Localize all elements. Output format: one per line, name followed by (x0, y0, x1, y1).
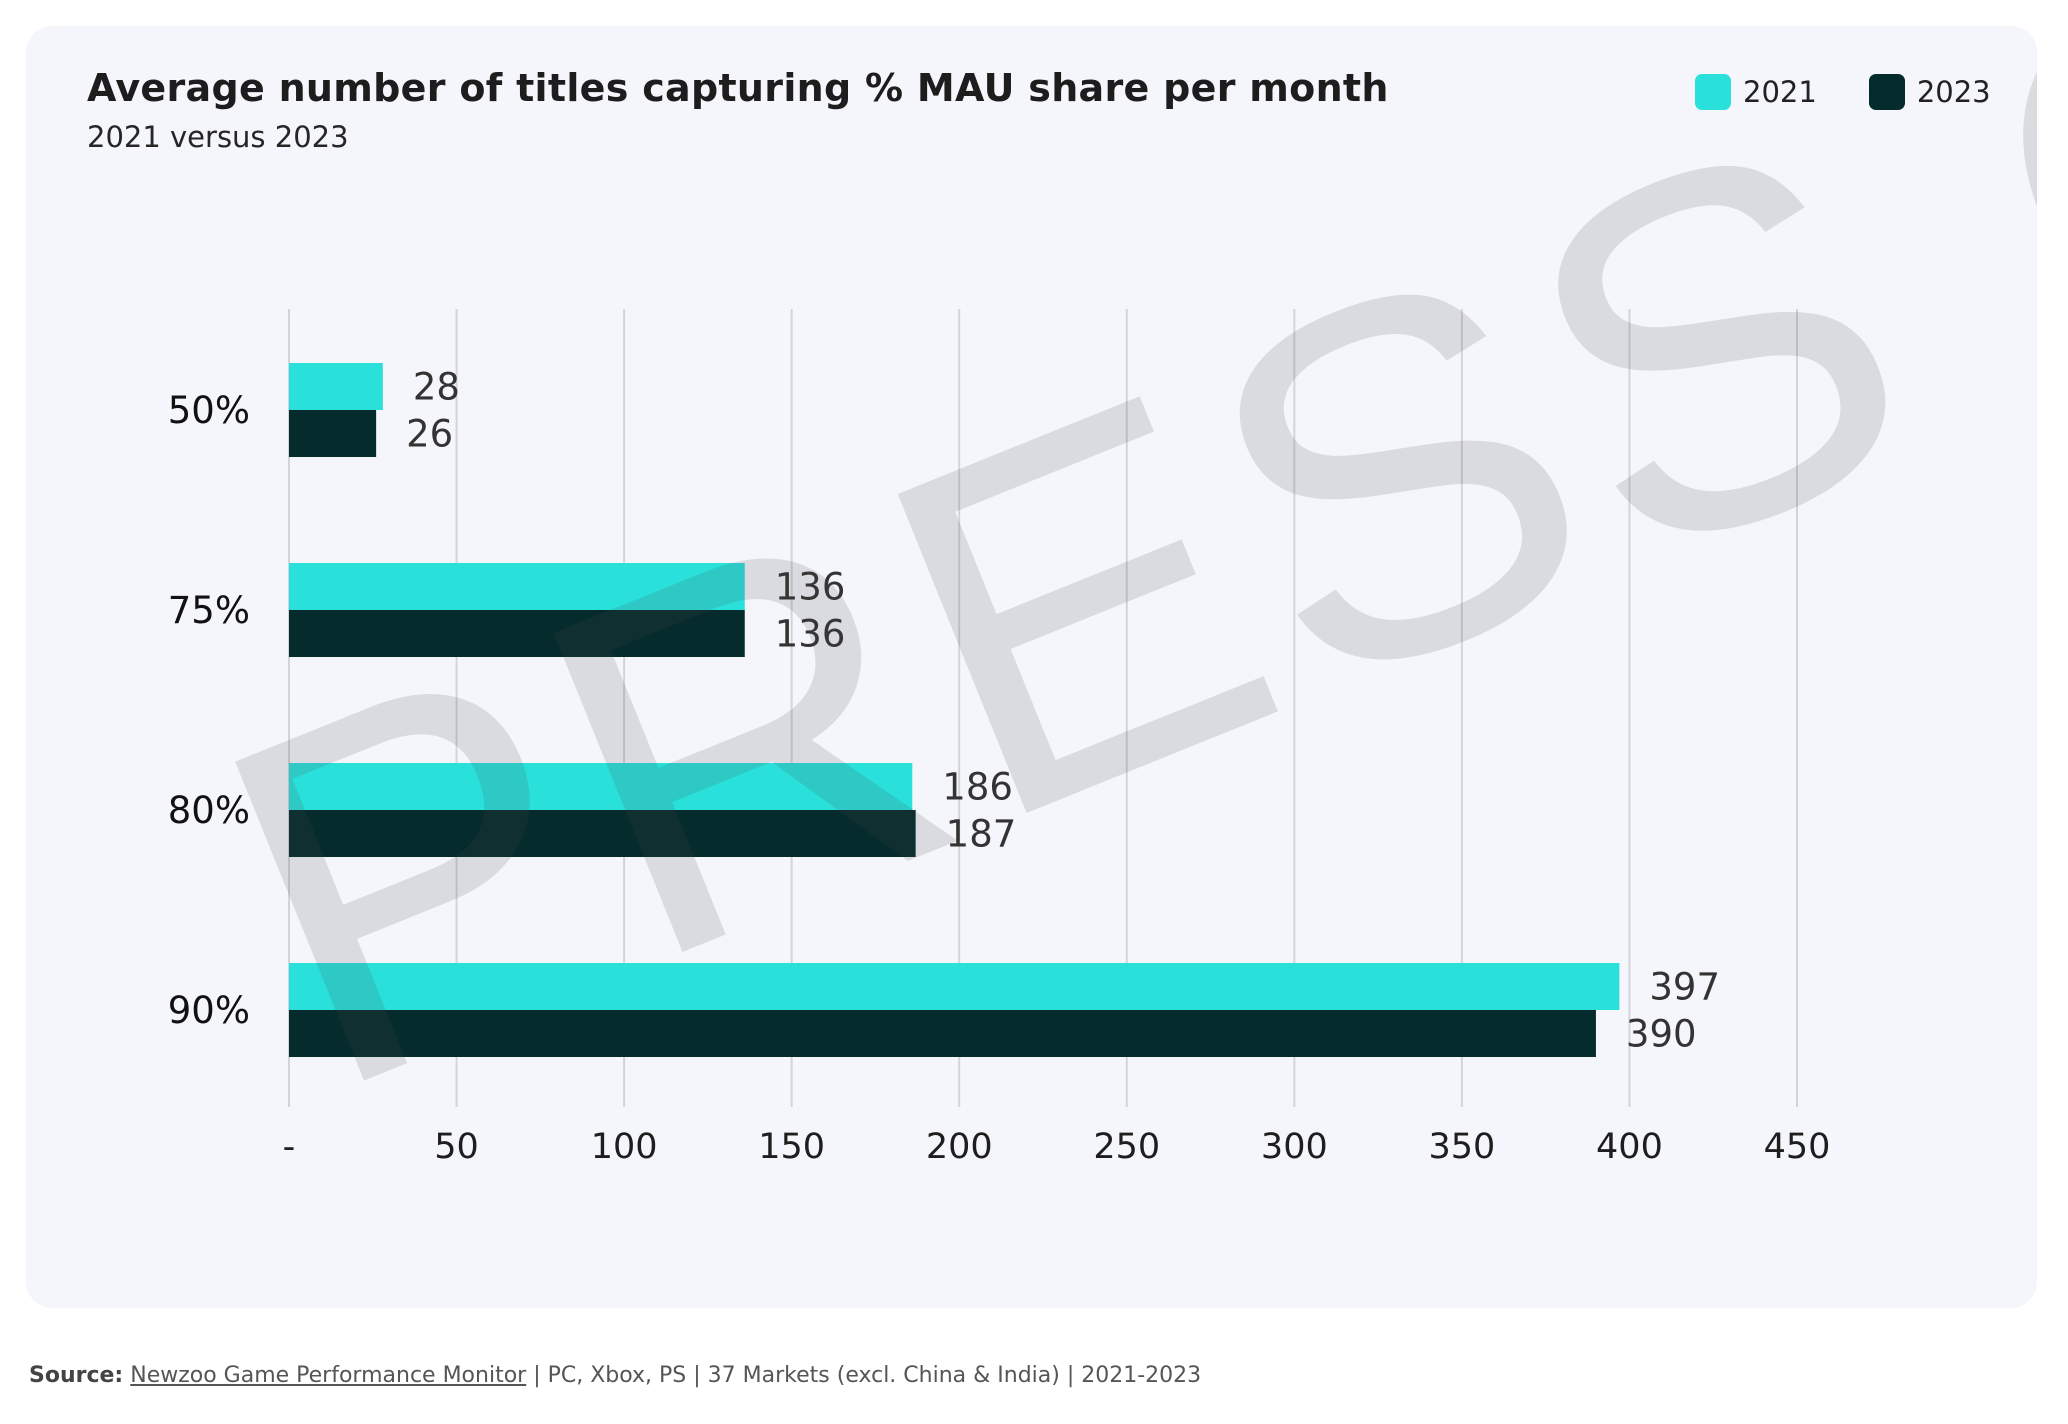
bar-2021-90% (289, 963, 1620, 1010)
bar-2023-80% (289, 810, 916, 857)
bar-2021-75% (289, 563, 745, 610)
bar-2023-90% (289, 1010, 1596, 1057)
bar-chart: 28 136 186 397 26 136 187 390 - 50 100 150 200 250 30… (168, 309, 1831, 1167)
x-tick-label: 50 (434, 1127, 479, 1167)
legend-swatch-2023 (1868, 74, 1905, 110)
bar-value-label: 136 (775, 566, 846, 609)
legend-item-2021: 2021 (1695, 74, 1817, 110)
legend-swatch-2021 (1695, 74, 1731, 110)
data-labels: 28 136 186 397 26 136 187 390 (406, 366, 1720, 1056)
chart-card: Average number of titles capturing % MAU… (26, 26, 2037, 1308)
bar-value-label: 28 (413, 366, 460, 409)
bar-2021-50% (289, 363, 383, 410)
x-tick-label: - (283, 1127, 296, 1167)
source-link[interactable]: Newzoo Game Performance Monitor (130, 1363, 527, 1388)
source-details: | PC, Xbox, PS | 37 Markets (excl. China… (526, 1363, 1202, 1388)
source-note: Source: Newzoo Game Performance Monitor … (29, 1363, 1201, 1388)
x-tick-label: 250 (1093, 1127, 1160, 1167)
x-tick-label: 350 (1428, 1127, 1495, 1167)
x-tick-label: 450 (1764, 1127, 1831, 1167)
bars (289, 363, 1620, 1057)
x-tick-label: 150 (758, 1127, 825, 1167)
x-tick-label: 100 (591, 1127, 658, 1167)
x-tick-label: 400 (1596, 1127, 1663, 1167)
x-tick-label: 300 (1261, 1127, 1328, 1167)
x-tick-label: 200 (926, 1127, 993, 1167)
bar-value-label: 186 (942, 766, 1013, 809)
y-category-label: 80% (168, 789, 250, 832)
bar-value-label: 136 (775, 613, 846, 656)
bar-value-label: 26 (406, 413, 453, 456)
legend: 2021 2023 (1695, 74, 1991, 110)
source-label: Source: (29, 1363, 124, 1388)
bar-2021-80% (289, 763, 913, 810)
y-category-label: 90% (168, 989, 250, 1032)
legend-label-2021: 2021 (1743, 75, 1817, 109)
y-category-label: 75% (168, 589, 250, 632)
chart-title: Average number of titles capturing % MAU… (87, 66, 1389, 110)
bar-value-label: 397 (1649, 966, 1720, 1009)
legend-label-2023: 2023 (1916, 75, 1991, 109)
axis-labels: - 50 100 150 200 250 300 350 400 450 50% 75% 80% 90% (168, 389, 1831, 1167)
bar-value-label: 187 (946, 813, 1017, 856)
chart-subtitle: 2021 versus 2023 (87, 120, 349, 154)
bar-value-label: 390 (1626, 1013, 1697, 1056)
legend-item-2023: 2023 (1868, 74, 1991, 110)
bar-2023-75% (289, 610, 745, 657)
bar-2023-50% (289, 410, 377, 457)
y-category-label: 50% (168, 389, 250, 432)
